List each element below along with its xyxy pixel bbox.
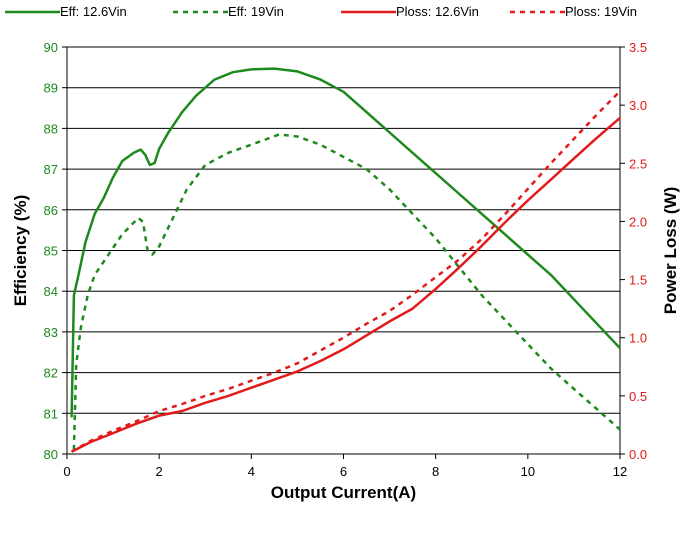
y-left-tick-label: 86: [44, 203, 58, 218]
x-axis-title: Output Current(A): [271, 483, 416, 502]
y-left-tick-label: 89: [44, 81, 58, 96]
y-right-tick-label: 2.0: [629, 214, 647, 229]
series-line-1: [70, 67, 621, 418]
y-left-tick-label: 84: [44, 284, 58, 299]
legend-label: Ploss: 19Vin: [565, 4, 637, 19]
x-tick-label: 0: [63, 464, 70, 479]
y-right-tick-label: 2.5: [629, 156, 647, 171]
x-tick-label: 2: [156, 464, 163, 479]
legend-label: Eff: 19Vin: [228, 4, 284, 19]
y-left-tick-label: 82: [44, 366, 58, 381]
series-line-3: [71, 116, 621, 453]
y-left-tick-label: 85: [44, 244, 58, 259]
series-layer: [70, 67, 621, 453]
y-left-tick-label: 83: [44, 325, 58, 340]
y-left-tick-label: 87: [44, 162, 58, 177]
axis-ticks: 0 2 4 6 8 10 12 80 81 82 83 84 85 86 87 88 89 90 0.0 0.5 1.0…: [44, 40, 648, 479]
x-tick-label: 8: [432, 464, 439, 479]
y-right-tick-label: 3.5: [629, 40, 647, 55]
y-left-tick-label: 81: [44, 406, 58, 421]
y-right-tick-label: 1.5: [629, 273, 647, 288]
legend-label: Ploss: 12.6Vin: [396, 4, 479, 19]
y-right-tick-label: 0.5: [629, 389, 647, 404]
grid-lines: [67, 46, 620, 455]
x-tick-label: 10: [521, 464, 535, 479]
y-left-tick-label: 80: [44, 447, 58, 462]
legend: Eff: 12.6Vin Eff: 19Vin Ploss: 12.6Vin Plos…: [5, 4, 637, 19]
y-axis-right-title: Power Loss (W): [661, 187, 680, 315]
y-axis-left-title: Efficiency (%): [11, 195, 30, 306]
y-right-tick-label: 1.0: [629, 331, 647, 346]
x-tick-label: 6: [340, 464, 347, 479]
y-right-tick-label: 0.0: [629, 447, 647, 462]
y-right-tick-label: 3.0: [629, 98, 647, 113]
x-tick-label: 4: [248, 464, 255, 479]
x-tick-label: 12: [613, 464, 627, 479]
y-left-tick-label: 90: [44, 40, 58, 55]
legend-label: Eff: 12.6Vin: [60, 4, 127, 19]
y-left-tick-label: 88: [44, 121, 58, 136]
series-line-4: [70, 90, 621, 453]
series-line-2: [72, 133, 621, 450]
